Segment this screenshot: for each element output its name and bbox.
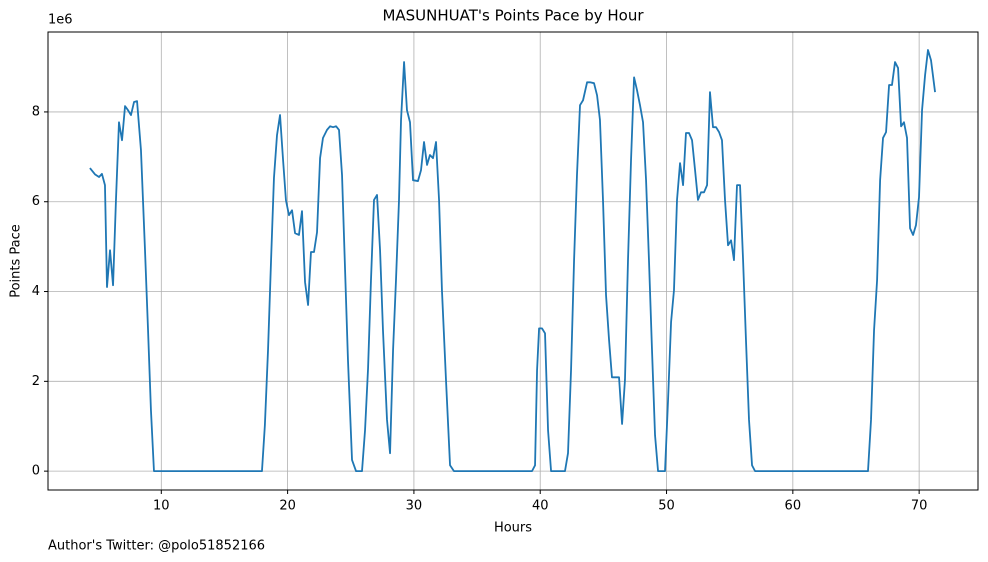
chart-title: MASUNHUAT's Points Pace by Hour (382, 7, 644, 25)
x-tick-label: 50 (658, 499, 675, 514)
y-axis-label: Points Pace (9, 224, 24, 298)
plot (89, 49, 936, 473)
axes-frame (47, 31, 979, 491)
y-tick-label: 0 (32, 464, 40, 479)
x-tick-label: 20 (279, 499, 296, 514)
y-tick-label: 4 (32, 284, 40, 299)
y-tick-label: 2 (32, 374, 40, 389)
x-tick-label: 60 (785, 499, 802, 514)
grid (48, 32, 978, 490)
line (89, 49, 936, 473)
y-tick-label: 6 (32, 194, 40, 209)
y-tick-label: 8 (32, 104, 40, 119)
footer: Author's Twitter: @polo51852166 (48, 539, 265, 554)
x-tick-label: 10 (153, 499, 170, 514)
x-tick-label: 30 (406, 499, 423, 514)
x-axis-label: Hours (494, 521, 532, 536)
x-tick-label: 40 (532, 499, 549, 514)
x-tick-label: 70 (911, 499, 928, 514)
y-offset-label: 1e6 (48, 13, 73, 28)
